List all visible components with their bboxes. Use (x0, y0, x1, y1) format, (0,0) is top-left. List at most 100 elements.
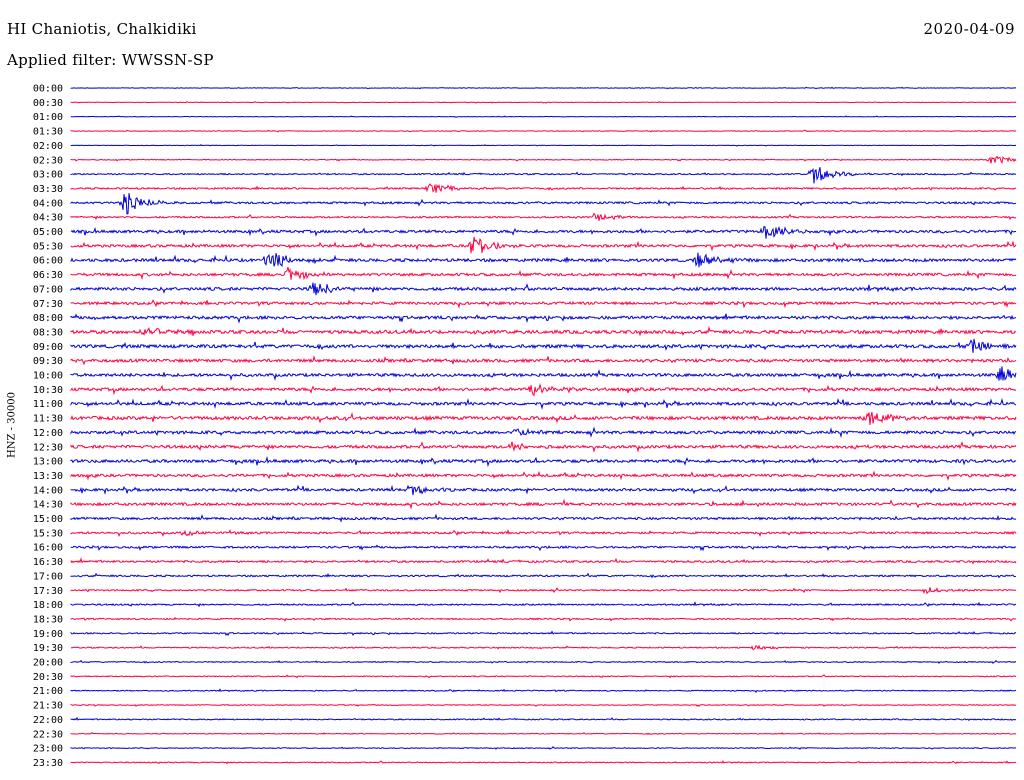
seismic-trace-row (70, 716, 1017, 722)
seismic-trace-row (70, 557, 1017, 565)
seismic-trace-row (70, 266, 1017, 281)
seismic-trace-row (70, 688, 1017, 693)
row-time-label: 02:00 (33, 141, 63, 152)
seismic-trace-row (70, 129, 1017, 133)
row-time-label: 06:00 (33, 256, 63, 267)
row-time-label: 00:30 (33, 98, 63, 109)
row-time-label: 21:30 (33, 701, 63, 712)
row-time-label: 13:00 (33, 457, 63, 468)
row-time-label: 20:30 (33, 672, 63, 683)
seismic-trace-row (70, 397, 1017, 410)
seismic-trace-row (70, 236, 1017, 254)
row-time-label: 14:00 (33, 485, 63, 496)
row-time-label: 08:00 (33, 313, 63, 324)
row-time-label: 23:00 (33, 744, 63, 755)
row-time-label: 04:30 (33, 213, 63, 224)
row-time-label: 12:30 (33, 442, 63, 453)
seismic-trace-row (70, 484, 1017, 496)
seismic-trace-row (70, 760, 1017, 765)
seismic-trace-row (70, 252, 1017, 268)
seismic-trace-row (70, 630, 1017, 637)
seismic-trace-row (70, 355, 1017, 366)
row-time-label: 23:30 (33, 758, 63, 769)
row-time-label: 09:00 (33, 342, 63, 353)
row-time-label: 07:00 (33, 284, 63, 295)
row-time-label: 11:00 (33, 399, 63, 410)
seismic-trace-row (70, 601, 1017, 608)
seismic-trace-row (70, 212, 1017, 221)
seismic-trace-row (70, 616, 1017, 622)
seismic-trace-row (70, 155, 1017, 165)
seismic-trace-row (70, 225, 1016, 239)
row-time-label: 17:00 (33, 571, 63, 582)
seismic-trace-row (70, 587, 1017, 595)
seismic-trace-row (70, 659, 1017, 665)
row-time-label: 12:00 (33, 428, 63, 439)
seismic-trace-row (70, 338, 1017, 353)
row-time-label: 15:30 (33, 528, 63, 539)
row-time-label: 19:30 (33, 643, 63, 654)
row-time-label: 16:30 (33, 557, 63, 568)
row-time-label: 14:30 (33, 500, 63, 511)
seismic-trace-row (70, 86, 1017, 90)
row-time-label: 01:30 (33, 127, 63, 138)
row-time-label: 09:30 (33, 356, 63, 367)
seismic-trace-row (70, 528, 1017, 538)
station-title: HI Chaniotis, Chalkidiki (7, 20, 197, 38)
row-time-label: 13:30 (33, 471, 63, 482)
row-time-label: 10:30 (33, 385, 63, 396)
seismic-trace-row (70, 299, 1017, 309)
row-time-label: 03:30 (33, 184, 63, 195)
seismic-trace-row (70, 455, 1017, 468)
seismic-trace-row (70, 325, 1017, 337)
seismic-trace-row (70, 440, 1017, 453)
seismic-trace-row (70, 193, 1017, 215)
seismic-trace-row (70, 115, 1016, 118)
row-time-label: 08:30 (33, 327, 63, 338)
seismic-trace-row (70, 470, 1017, 481)
seismic-trace-row (70, 572, 1017, 579)
row-time-label: 22:00 (33, 715, 63, 726)
row-time-label: 18:30 (33, 614, 63, 625)
seismic-trace-row (70, 674, 1017, 679)
row-time-label: 06:30 (33, 270, 63, 281)
row-time-label: 07:30 (33, 299, 63, 310)
seismic-trace-row (70, 144, 1017, 147)
seismic-trace-row (70, 101, 1017, 104)
row-time-label: 18:00 (33, 600, 63, 611)
seismic-trace-row (70, 746, 1017, 750)
row-time-label: 16:00 (33, 543, 63, 554)
seismic-trace-row (70, 411, 1017, 426)
row-time-label: 10:00 (33, 371, 63, 382)
seismic-trace-row (70, 426, 1017, 439)
row-time-label: 11:30 (33, 414, 63, 425)
seismic-trace-row (70, 703, 1017, 707)
row-time-label: 05:30 (33, 241, 63, 252)
seismic-trace-row (70, 167, 1017, 184)
row-time-label: 00:00 (33, 84, 63, 95)
filter-label: Applied filter: WWSSN-SP (7, 51, 214, 69)
row-time-label: 19:00 (33, 629, 63, 640)
row-time-label: 05:00 (33, 227, 63, 238)
row-time-label: 15:00 (33, 514, 63, 525)
seismic-trace-row (70, 644, 1017, 651)
row-time-label: 01:00 (33, 112, 63, 123)
seismic-trace-row (70, 282, 1017, 296)
seismic-trace-row (70, 731, 1017, 736)
seismic-trace-row (70, 313, 1017, 324)
row-time-label: 21:00 (33, 686, 63, 697)
row-time-label: 22:30 (33, 729, 63, 740)
row-time-label: 02:30 (33, 155, 63, 166)
seismic-trace-row (70, 513, 1017, 523)
seismic-trace-row (70, 382, 1017, 397)
seismic-trace-row (70, 498, 1017, 510)
seismic-trace-row (70, 544, 1017, 552)
plot-date: 2020-04-09 (923, 20, 1015, 38)
seismic-trace-row (70, 183, 1017, 193)
seismic-trace-row (70, 366, 1017, 382)
row-time-label: 04:00 (33, 198, 63, 209)
row-time-label: 03:00 (33, 170, 63, 181)
row-time-label: 17:30 (33, 586, 63, 597)
row-time-label: 20:00 (33, 658, 63, 669)
